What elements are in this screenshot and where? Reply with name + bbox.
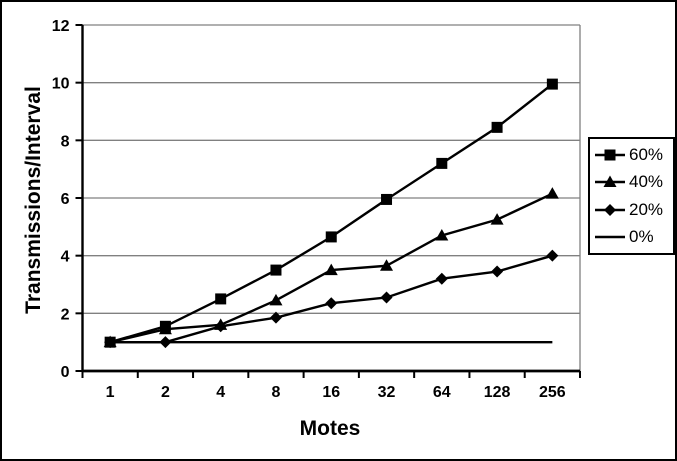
series-marker-diamond xyxy=(159,336,172,349)
series-marker-triangle xyxy=(324,263,338,276)
series-marker-triangle xyxy=(380,259,394,271)
series-marker-diamond xyxy=(380,291,393,304)
series-marker-square xyxy=(491,121,503,133)
series-marker-square xyxy=(325,231,337,243)
legend-swatch-line-icon xyxy=(595,236,625,239)
legend-label: 60% xyxy=(629,144,664,164)
x-tick-label: 4 xyxy=(216,384,225,401)
series-marker-square xyxy=(270,264,282,276)
x-axis-title: Motes xyxy=(299,417,361,440)
legend-swatch-diamond-icon xyxy=(595,203,625,216)
legend-item-20pct: 20% xyxy=(594,197,673,223)
y-tick-label: 0 xyxy=(61,364,70,381)
x-tick-label: 1 xyxy=(106,384,115,401)
series-marker-triangle xyxy=(435,228,449,241)
x-tick-label: 32 xyxy=(378,384,396,401)
series-marker-square xyxy=(215,293,227,305)
series-marker-square xyxy=(436,157,448,169)
legend-label: 40% xyxy=(629,172,664,192)
x-tick-label: 16 xyxy=(322,384,340,401)
y-tick-label: 4 xyxy=(61,249,70,266)
legend-marker-diamond xyxy=(604,203,616,216)
legend-item-60pct: 60% xyxy=(594,142,673,168)
series-marker-triangle xyxy=(269,293,283,306)
legend-marker-triangle xyxy=(603,175,617,188)
series-marker-triangle xyxy=(214,318,228,330)
legend-label: 20% xyxy=(629,199,664,219)
series-marker-square xyxy=(104,336,116,348)
y-tick-label: 2 xyxy=(61,306,70,323)
y-tick-label: 8 xyxy=(61,133,70,150)
series-marker-diamond xyxy=(435,272,448,285)
series-marker-square xyxy=(381,193,393,205)
series-marker-triangle xyxy=(545,187,559,199)
x-tick-label: 8 xyxy=(272,384,281,401)
y-tick-label: 10 xyxy=(52,76,70,93)
series-marker-square xyxy=(546,78,558,90)
legend-swatch-square-icon xyxy=(595,149,625,161)
series-marker-square xyxy=(159,320,171,332)
legend-swatch-triangle-icon xyxy=(595,175,625,188)
legend-label: 0% xyxy=(629,227,654,247)
legend-item-40pct: 40% xyxy=(594,169,673,195)
y-axis-title: Transmissions/Interval xyxy=(22,86,45,314)
series-marker-diamond xyxy=(491,265,504,278)
series-marker-triangle xyxy=(490,213,504,225)
y-tick-label: 6 xyxy=(61,191,70,208)
x-tick-label: 64 xyxy=(433,384,451,401)
y-tick-label: 12 xyxy=(52,18,70,35)
x-tick-label: 2 xyxy=(161,384,170,401)
legend-marker-square xyxy=(604,149,616,161)
x-tick-label: 256 xyxy=(539,384,566,401)
series-marker-diamond xyxy=(269,311,282,324)
legend: 60% 40% 20% 0% xyxy=(588,137,675,255)
series-marker-diamond xyxy=(325,297,338,310)
x-tick-label: 128 xyxy=(484,384,511,401)
series-marker-diamond xyxy=(546,249,559,262)
legend-item-0pct: 0% xyxy=(594,224,673,250)
